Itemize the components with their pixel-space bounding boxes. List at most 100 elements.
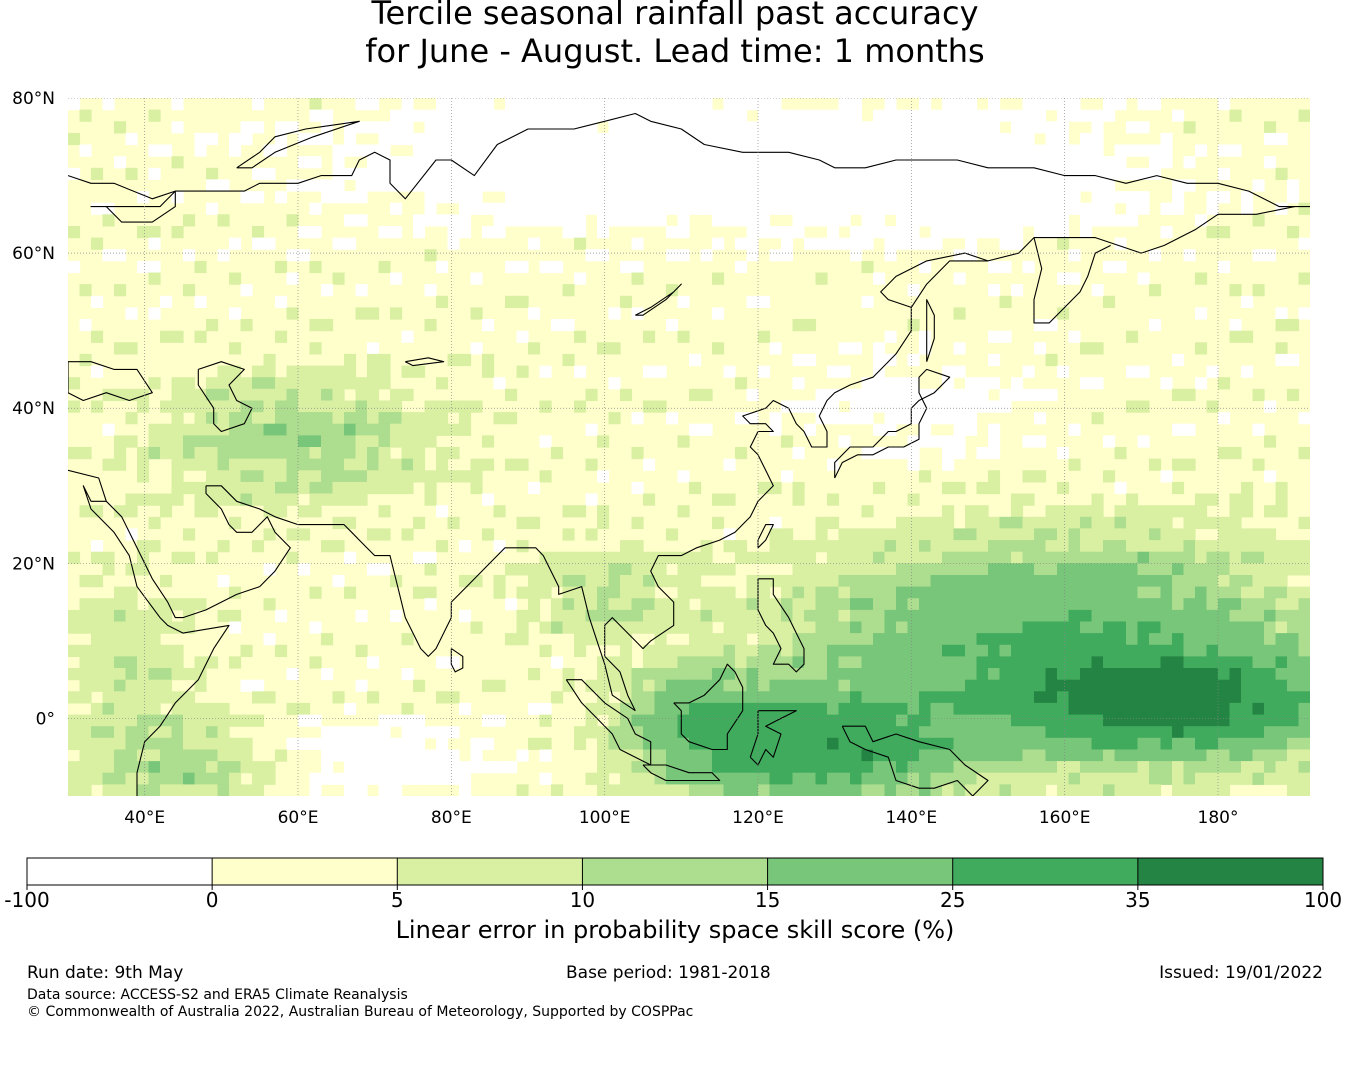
skill-cell xyxy=(286,481,299,495)
skill-cell xyxy=(746,702,759,716)
skill-cell xyxy=(712,644,725,657)
skill-cell xyxy=(919,260,932,274)
skill-cell xyxy=(1126,167,1139,180)
skill-cell xyxy=(712,237,725,250)
skill-cell xyxy=(516,109,529,122)
skill-cell xyxy=(1045,563,1058,576)
skill-cell xyxy=(700,388,713,401)
skill-cell xyxy=(608,179,621,192)
skill-cell xyxy=(815,656,828,669)
skill-cell xyxy=(873,121,886,134)
skill-cell xyxy=(470,761,483,774)
skill-cell xyxy=(930,179,943,192)
skill-cell xyxy=(298,156,311,169)
skill-cell xyxy=(1091,551,1104,564)
skill-cell xyxy=(850,342,863,355)
skill-cell xyxy=(1229,737,1242,750)
skill-cell xyxy=(1298,772,1310,785)
skill-cell xyxy=(1057,307,1070,320)
skill-cell xyxy=(850,249,863,262)
skill-cell xyxy=(551,167,564,180)
skill-cell xyxy=(1103,633,1116,646)
skill-cell xyxy=(91,644,104,657)
skill-cell xyxy=(884,749,897,762)
skill-cell xyxy=(493,377,506,390)
skill-cell xyxy=(114,435,127,448)
skill-cell xyxy=(838,98,851,111)
skill-cell xyxy=(700,156,713,169)
skill-cell xyxy=(838,621,851,634)
skill-cell xyxy=(1160,516,1173,529)
skill-cell xyxy=(378,772,391,785)
skill-cell xyxy=(321,400,334,413)
skill-cell xyxy=(620,144,633,157)
skill-cell xyxy=(953,98,966,111)
skill-cell xyxy=(1183,749,1196,762)
skill-cell xyxy=(930,412,943,425)
skill-cell xyxy=(551,202,564,215)
skill-cell xyxy=(815,586,828,599)
skill-cell xyxy=(229,132,242,146)
skill-cell xyxy=(528,121,541,134)
skill-cell xyxy=(160,714,173,727)
skill-cell xyxy=(171,330,184,343)
skill-cell xyxy=(1034,167,1047,180)
skill-cell xyxy=(1011,668,1024,681)
skill-cell xyxy=(850,784,863,796)
skill-cell xyxy=(608,132,621,146)
skill-cell xyxy=(781,237,794,250)
skill-cell xyxy=(677,726,690,739)
skill-cell xyxy=(620,784,633,796)
skill-cell xyxy=(608,633,621,646)
skill-cell xyxy=(263,435,276,448)
skill-cell xyxy=(1229,761,1242,774)
skill-cell xyxy=(965,737,978,750)
skill-cell xyxy=(597,586,610,599)
skill-cell xyxy=(792,202,805,215)
skill-cell xyxy=(666,528,679,541)
skill-cell xyxy=(148,621,161,634)
skill-cell xyxy=(539,191,552,204)
skill-cell xyxy=(769,668,782,681)
skill-cell xyxy=(194,702,207,716)
skill-cell xyxy=(194,749,207,762)
skill-cell xyxy=(620,737,633,750)
skill-cell xyxy=(217,470,230,483)
skill-cell xyxy=(838,412,851,425)
skill-cell xyxy=(183,702,196,716)
skill-cell xyxy=(194,714,207,727)
skill-cell xyxy=(689,551,702,564)
skill-cell xyxy=(1091,586,1104,599)
skill-cell xyxy=(505,412,518,425)
skill-cell xyxy=(597,784,610,796)
skill-cell xyxy=(148,109,161,122)
skill-cell xyxy=(1137,551,1150,564)
skill-cell xyxy=(137,260,150,274)
skill-cell xyxy=(746,179,759,192)
skill-cell xyxy=(643,121,656,134)
skill-cell xyxy=(367,458,380,471)
skill-cell xyxy=(631,761,644,774)
skill-cell xyxy=(804,679,817,692)
skill-cell xyxy=(873,691,886,704)
skill-cell xyxy=(91,714,104,727)
skill-cell xyxy=(965,749,978,762)
skill-cell xyxy=(206,481,219,495)
lon-tick-label: 100°E xyxy=(579,808,631,828)
skill-cell xyxy=(884,702,897,716)
skill-cell xyxy=(884,563,897,576)
skill-cell xyxy=(804,191,817,204)
skill-cell xyxy=(919,516,932,529)
skill-cell xyxy=(91,609,104,623)
skill-cell xyxy=(344,551,357,564)
skill-cell xyxy=(562,156,575,169)
skill-cell xyxy=(1011,540,1024,553)
skill-cell xyxy=(769,412,782,425)
skill-cell xyxy=(804,353,817,367)
skill-cell xyxy=(194,761,207,774)
skill-cell xyxy=(1252,749,1265,762)
skill-cell xyxy=(792,377,805,390)
skill-cell xyxy=(332,400,345,413)
skill-cell xyxy=(298,702,311,716)
skill-cell xyxy=(585,586,598,599)
